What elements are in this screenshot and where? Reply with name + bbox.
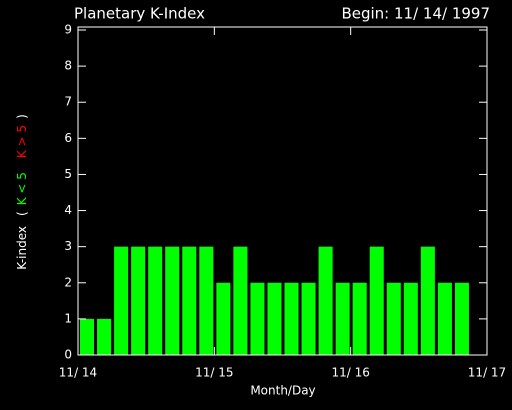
bar bbox=[352, 282, 367, 355]
bar bbox=[199, 246, 214, 355]
chart-title: Planetary K-Index bbox=[74, 5, 205, 23]
y-label-close: ) bbox=[15, 114, 29, 119]
y-tick-label: 4 bbox=[64, 203, 72, 217]
bar bbox=[301, 282, 316, 355]
y-label-name: K-index bbox=[15, 226, 29, 270]
y-label-low: K < 5 bbox=[15, 172, 29, 205]
bar bbox=[148, 246, 163, 355]
bar bbox=[403, 282, 418, 355]
bar bbox=[335, 282, 350, 355]
bar bbox=[165, 246, 180, 355]
chart-subtitle: Begin: 11/ 14/ 1997 bbox=[341, 5, 490, 23]
bar bbox=[97, 318, 112, 355]
y-tick-label: 0 bbox=[64, 348, 72, 362]
bar bbox=[284, 282, 299, 355]
y-tick-label: 7 bbox=[64, 95, 72, 109]
y-tick-label: 3 bbox=[64, 239, 72, 253]
bar bbox=[386, 282, 401, 355]
x-tick-label: 11/ 16 bbox=[331, 366, 369, 380]
x-tick-label: 11/ 14 bbox=[59, 366, 97, 380]
plot-frame bbox=[77, 26, 488, 356]
bar bbox=[114, 246, 129, 355]
x-axis-label: Month/Day bbox=[250, 384, 315, 398]
bar bbox=[182, 246, 197, 355]
y-tick-label: 5 bbox=[64, 167, 72, 181]
y-tick-label: 1 bbox=[64, 311, 72, 325]
x-tick-label: 11/ 17 bbox=[468, 366, 506, 380]
bar bbox=[267, 282, 282, 355]
bar bbox=[437, 282, 452, 355]
bar bbox=[420, 246, 435, 355]
x-tick-label: 11/ 15 bbox=[195, 366, 233, 380]
y-axis-label: K-index ( K < 5 K > 5) bbox=[15, 114, 29, 270]
bar bbox=[454, 282, 469, 355]
y-label-high: K > 5 bbox=[15, 125, 29, 158]
y-tick-label: 6 bbox=[64, 131, 72, 145]
y-tick-label: 9 bbox=[64, 23, 72, 37]
y-tick-label: 8 bbox=[64, 59, 72, 73]
bar bbox=[131, 246, 146, 355]
y-tick-label: 2 bbox=[64, 275, 72, 289]
bar bbox=[216, 282, 231, 355]
bar bbox=[318, 246, 333, 355]
bar bbox=[233, 246, 248, 355]
bar bbox=[80, 318, 95, 355]
y-label-open: ( bbox=[15, 211, 29, 216]
bar bbox=[369, 246, 384, 355]
bar bbox=[250, 282, 265, 355]
